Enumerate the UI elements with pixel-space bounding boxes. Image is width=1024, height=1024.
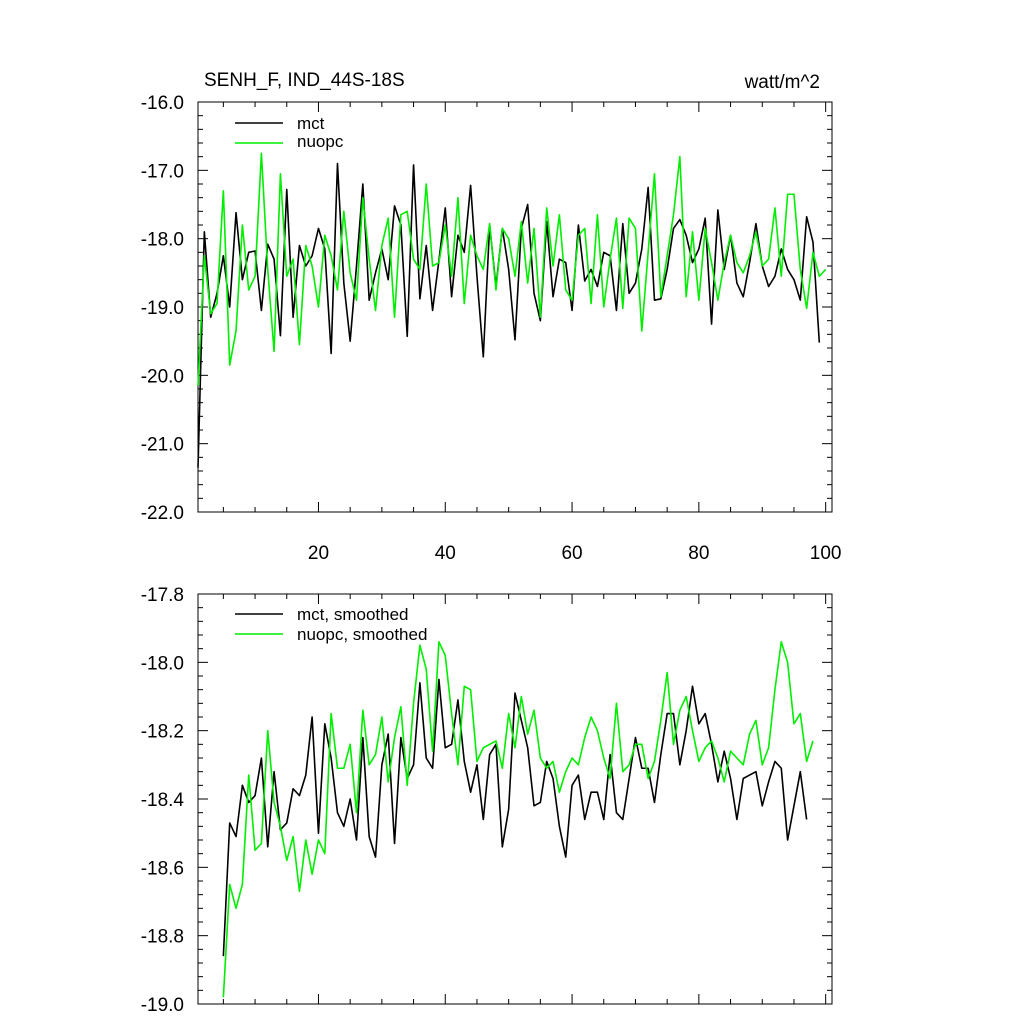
y-tick-label: -18.4 — [141, 790, 185, 811]
top-panel: SENH_F, IND_44S-18S watt/m^2 -22.0-21.0-… — [141, 70, 842, 564]
y-tick-label: -19.0 — [141, 995, 184, 1016]
legend-label-nuopc: nuopc — [297, 132, 344, 151]
bottom-legend: mct, smoothed nuopc, smoothed — [235, 605, 427, 644]
x-tick-label: 80 — [688, 543, 709, 564]
y-tick-label: -18.0 — [141, 653, 184, 674]
series-line-nuopc-smoothed — [222, 641, 814, 998]
series-line-nuopc — [197, 152, 827, 386]
x-tick-label: 20 — [308, 543, 329, 564]
bottom-panel: -19.0 -18.8 -18.6 -18.4 -18.2 -18.0 -17.8 mct,… — [141, 585, 833, 1016]
bottom-series — [222, 641, 814, 998]
legend-label-nuopc-smoothed: nuopc, smoothed — [297, 625, 427, 644]
top-chart-units: watt/m^2 — [744, 72, 820, 93]
y-tick-label: -17.8 — [141, 585, 184, 606]
top-series — [197, 152, 827, 468]
y-tick-label: -22.0 — [141, 503, 184, 524]
y-tick-label: -17.0 — [141, 161, 184, 182]
bottom-plot-frame — [197, 593, 833, 1005]
y-tick-label: -21.0 — [141, 435, 184, 456]
series-line-mct-smoothed — [222, 678, 808, 957]
y-tick-label: -18.6 — [141, 858, 184, 879]
x-tick-label: 100 — [810, 543, 842, 564]
y-tick-label: -20.0 — [141, 366, 184, 387]
series-line-mct — [197, 162, 821, 468]
legend-label-mct-smoothed: mct, smoothed — [297, 605, 409, 624]
top-chart-title: SENH_F, IND_44S-18S — [204, 70, 405, 91]
y-tick-label: -18.8 — [141, 927, 184, 948]
x-tick-label: 40 — [435, 543, 456, 564]
legend-label-mct: mct — [297, 114, 325, 133]
top-ticks — [198, 101, 832, 513]
bottom-ticks — [198, 593, 832, 1005]
y-tick-label: -18.0 — [141, 230, 184, 251]
top-tick-labels: -22.0 -21.0 -20.0 -19.0 -18.0 -17.0 -16.0 20 40 6… — [141, 93, 842, 564]
y-tick-label: -19.0 — [141, 298, 184, 319]
y-tick-label: -18.2 — [141, 722, 184, 743]
y-tick-label: -16.0 — [141, 93, 184, 114]
bottom-tick-labels: -19.0 -18.8 -18.6 -18.4 -18.2 -18.0 -17.8 — [141, 585, 185, 1016]
top-legend: mct nuopc — [235, 114, 344, 151]
x-tick-label: 60 — [561, 543, 582, 564]
